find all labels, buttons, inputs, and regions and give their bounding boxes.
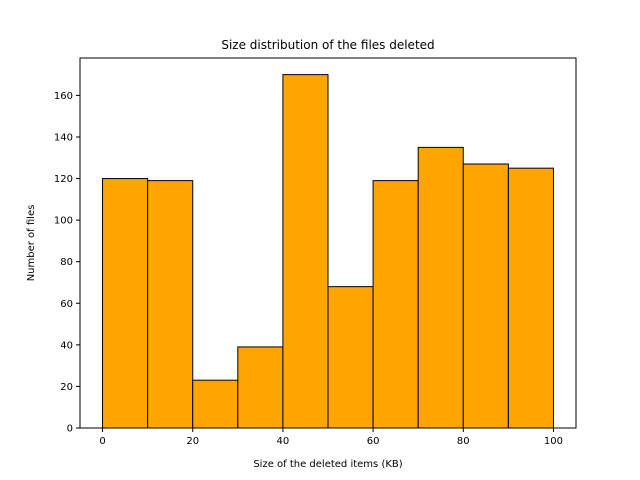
y-tick-label: 80	[60, 257, 73, 268]
x-tick-label: 20	[186, 436, 199, 447]
y-tick-label: 60	[60, 299, 73, 310]
y-ticks-group: 0 20 40 60 80 100 120 140 160	[54, 91, 80, 435]
y-tick-label: 20	[60, 382, 73, 393]
histogram-bar	[417, 146, 464, 429]
histogram-bar	[327, 286, 374, 429]
y-tick-label: 0	[67, 424, 73, 435]
y-tick-label: 160	[54, 91, 73, 102]
histogram-bar	[372, 180, 419, 429]
histogram-bar	[462, 163, 509, 429]
y-tick-label: 100	[54, 216, 73, 227]
histogram-bar	[147, 180, 194, 429]
histogram-bar	[192, 379, 239, 429]
x-tick-label: 100	[544, 436, 563, 447]
bars-group	[102, 74, 554, 429]
histogram-bar	[102, 178, 149, 429]
plot-frame	[79, 57, 577, 429]
y-axis-label: Number of files	[26, 205, 37, 282]
x-ticks-group: 0 20 40 60 80 100	[99, 428, 563, 447]
chart-title: Size distribution of the files deleted	[221, 38, 434, 52]
x-tick-label: 80	[457, 436, 470, 447]
histogram-bar	[507, 167, 554, 429]
x-axis-label: Size of the deleted items (KB)	[253, 459, 402, 470]
y-tick-label: 120	[54, 174, 73, 185]
histogram-bar	[282, 74, 329, 429]
x-tick-label: 0	[99, 436, 105, 447]
x-tick-label: 40	[277, 436, 290, 447]
y-tick-label: 140	[54, 132, 73, 143]
x-tick-label: 60	[367, 436, 380, 447]
y-tick-label: 40	[60, 340, 73, 351]
histogram-bar	[237, 346, 284, 429]
